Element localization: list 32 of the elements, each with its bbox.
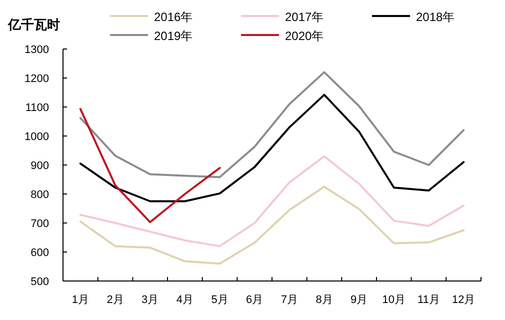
y-tick-label: 800	[30, 189, 49, 201]
y-tick-label: 600	[30, 247, 49, 259]
y-tick-label: 900	[30, 160, 49, 172]
x-tick-label: 3月	[142, 294, 159, 306]
legend-label: 2020年	[285, 29, 324, 43]
y-tick-label: 1100	[25, 102, 49, 114]
y-axis-title: 亿千瓦时	[7, 17, 60, 32]
x-tick-label: 11月	[418, 294, 440, 306]
x-tick-label: 4月	[176, 294, 194, 306]
legend-label: 2019年	[154, 29, 193, 43]
x-tick-label: 5月	[211, 294, 228, 306]
y-tick-label: 1000	[24, 131, 49, 143]
x-tick-label: 9月	[350, 294, 368, 306]
y-tick-label: 1200	[24, 73, 49, 85]
x-tick-label: 1月	[72, 294, 89, 306]
x-tick-label: 7月	[280, 294, 298, 306]
x-tick-label: 10月	[382, 294, 406, 306]
y-tick-label: 1300	[24, 44, 49, 56]
y-tick-label: 500	[30, 276, 49, 288]
legend-label: 2018年	[416, 10, 455, 24]
line-series	[79, 94, 465, 202]
legend-label: 2017年	[285, 10, 324, 24]
x-tick-label: 8月	[316, 294, 333, 306]
line-series	[79, 186, 465, 265]
line-series	[79, 71, 465, 178]
line-series	[79, 155, 465, 248]
x-tick-label: 12月	[452, 294, 476, 306]
x-tick-label: 6月	[246, 294, 264, 306]
y-tick-label: 700	[30, 218, 49, 230]
x-tick-label: 2月	[106, 294, 124, 306]
legend-label: 2016年	[154, 10, 193, 24]
line-series	[79, 108, 221, 224]
